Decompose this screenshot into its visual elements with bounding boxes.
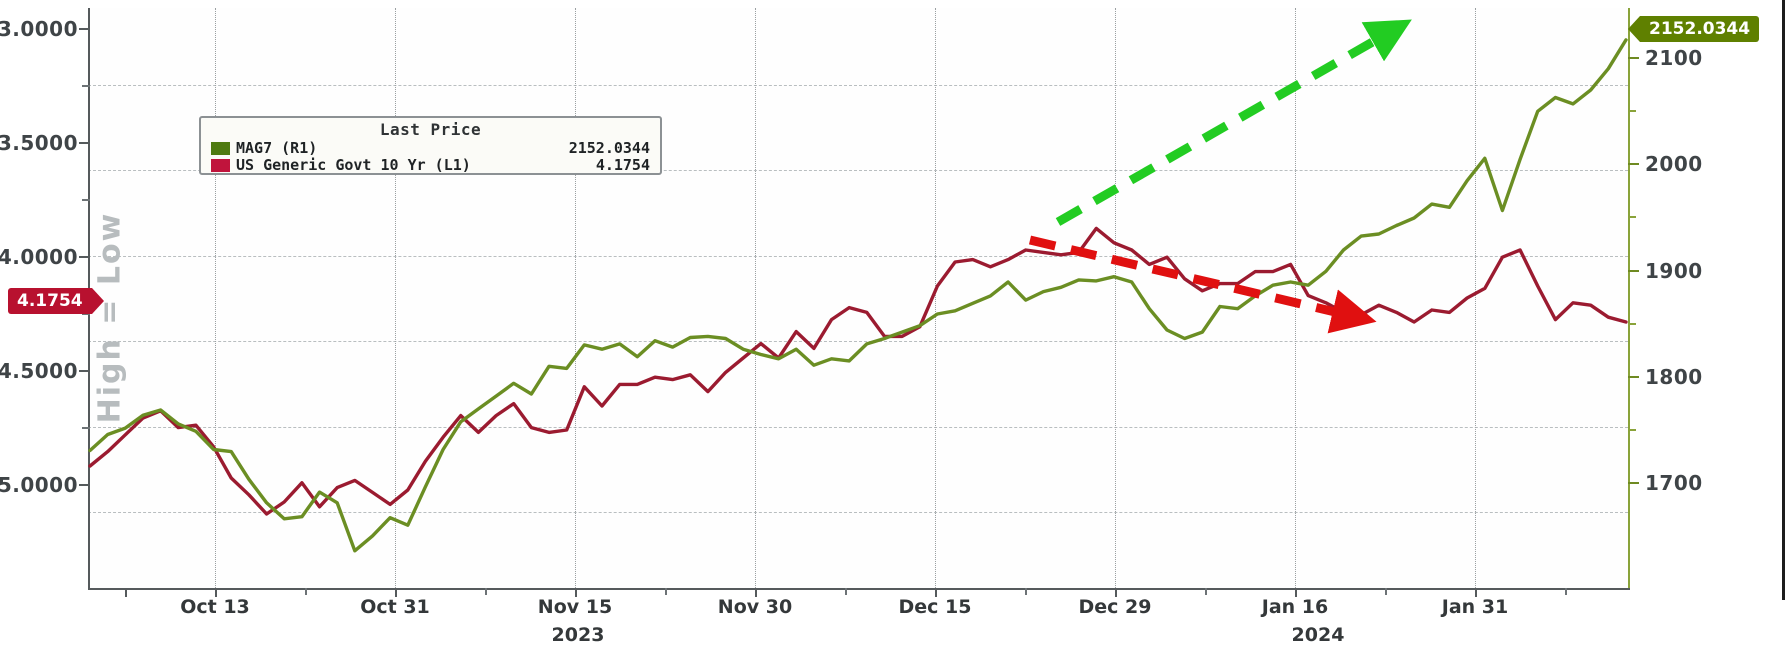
bottom-axis-label: Nov 30 (717, 596, 793, 618)
bottom-tick-major (395, 588, 397, 597)
series-line-us-10yr (88, 226, 1628, 516)
bottom-tick-major (1115, 588, 1117, 597)
bottom-axis-line (88, 588, 1630, 590)
right-axis-label: 1700 (1645, 471, 1703, 495)
right-tick-minor (1628, 429, 1636, 431)
left-tick-minor (82, 199, 90, 201)
bottom-axis-label: Jan 31 (1441, 596, 1509, 618)
bottom-tick-minor (125, 588, 127, 597)
legend-title: Last Price (379, 120, 482, 139)
right-tick-major (1628, 163, 1639, 165)
bottom-tick-major (215, 588, 217, 597)
vgridline (1475, 8, 1476, 590)
hgridline (88, 170, 1628, 171)
bottom-tick-minor (485, 588, 487, 595)
left-axis-label: 3.0000 (0, 17, 78, 41)
legend-swatch-us10yr (211, 159, 230, 172)
series-line-mag7 (88, 38, 1628, 553)
vgridline (395, 8, 396, 590)
bottom-axis-label: Dec 15 (898, 596, 972, 618)
left-tick-major (79, 370, 90, 372)
vgridline (215, 8, 216, 590)
left-axis-label: 4.0000 (0, 245, 78, 269)
uptrend-arrow (1055, 19, 1412, 226)
bottom-axis-label: Dec 29 (1078, 596, 1152, 618)
legend-row: MAG7 (R1) 2152.0344 (211, 139, 652, 157)
left-tick-major (79, 28, 90, 30)
bottom-tick-minor (1205, 588, 1207, 595)
left-axis-label: 5.0000 (0, 473, 78, 497)
vgridline (935, 8, 936, 590)
right-axis-label: 1800 (1645, 365, 1703, 389)
legend-row: US Generic Govt 10 Yr (L1) 4.1754 (211, 156, 652, 174)
right-tick-major (1628, 376, 1639, 378)
right-tick-major (1628, 482, 1639, 484)
left-tick-major (79, 484, 90, 486)
left-price-flag: 4.1754 (8, 288, 104, 314)
left-tick-minor (82, 427, 90, 429)
hgridline (88, 341, 1628, 342)
bottom-tick-minor (305, 588, 307, 595)
vgridline (1115, 8, 1116, 590)
left-tick-major (79, 256, 90, 258)
right-tick-minor (1628, 110, 1636, 112)
chart-border-right (1782, 0, 1785, 600)
hgridline (88, 85, 1628, 86)
bottom-tick-minor (1565, 588, 1567, 595)
left-axis-label: 4.5000 (0, 359, 78, 383)
downtrend-arrow (1028, 235, 1377, 334)
bottom-tick-minor (665, 588, 667, 595)
hgridline (88, 512, 1628, 513)
right-axis-label: 2000 (1645, 152, 1703, 176)
right-tick-major (1628, 57, 1639, 59)
hgridline (88, 256, 1628, 257)
legend-value: 4.1754 (595, 156, 650, 174)
hgridline (88, 427, 1628, 428)
legend-swatch-mag7 (211, 142, 230, 155)
left-tick-major (79, 142, 90, 144)
vgridline (755, 8, 756, 590)
bottom-axis-label: Oct 31 (360, 596, 430, 618)
bottom-tick-minor (845, 588, 847, 595)
right-axis-label: 1900 (1645, 259, 1703, 283)
legend-value: 2152.0344 (568, 139, 650, 157)
bottom-tick-major (1295, 588, 1297, 597)
right-tick-minor (1628, 323, 1636, 325)
right-axis-label: 2100 (1645, 46, 1703, 70)
bottom-tick-minor (1025, 588, 1027, 595)
year-label: 2023 (551, 624, 605, 646)
left-tick-minor (82, 313, 90, 315)
right-axis-line (1628, 8, 1630, 590)
legend-label: MAG7 (R1) (236, 139, 318, 157)
bottom-axis-label: Jan 16 (1261, 596, 1329, 618)
bottom-tick-major (1475, 588, 1477, 597)
left-axis-label: 3.5000 (0, 131, 78, 155)
bottom-tick-major (755, 588, 757, 597)
legend-label: US Generic Govt 10 Yr (L1) (236, 156, 471, 174)
bottom-axis-label: Nov 15 (537, 596, 613, 618)
right-tick-minor (1628, 216, 1636, 218)
bottom-tick-major (575, 588, 577, 597)
bottom-tick-major (935, 588, 937, 597)
year-label: 2024 (1291, 624, 1345, 646)
bottom-tick-minor (1385, 588, 1387, 595)
vgridline (575, 8, 576, 590)
right-tick-major (1628, 270, 1639, 272)
legend-box: Last Price MAG7 (R1) 2152.0344 US Generi… (199, 116, 662, 175)
left-tick-minor (82, 85, 90, 87)
right-price-flag: 2152.0344 (1627, 16, 1760, 42)
bottom-axis-label: Oct 13 (180, 596, 250, 618)
